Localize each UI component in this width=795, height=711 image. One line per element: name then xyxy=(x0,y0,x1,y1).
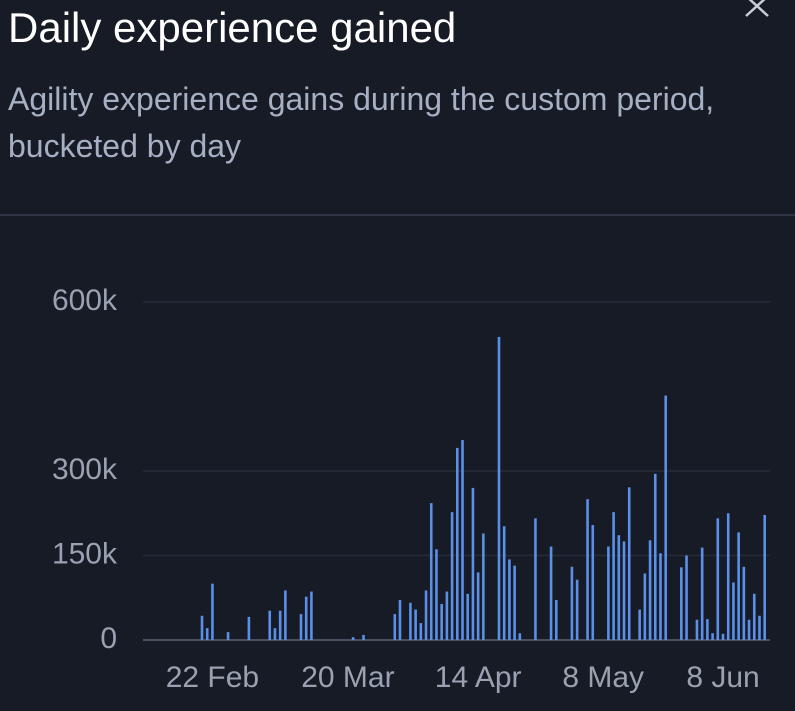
x-tick-label: 22 Feb xyxy=(166,661,259,694)
bar xyxy=(648,540,652,640)
bar xyxy=(711,633,714,640)
bar xyxy=(268,610,272,640)
bar xyxy=(284,590,287,640)
x-tick-label: 8 Jun xyxy=(686,661,759,694)
y-tick-label: 0 xyxy=(100,622,117,655)
bar xyxy=(205,628,209,640)
bar xyxy=(424,590,428,640)
bar xyxy=(534,518,537,640)
bar xyxy=(513,565,516,640)
bar xyxy=(273,628,277,640)
bar xyxy=(497,336,501,640)
bar xyxy=(575,579,579,640)
bar xyxy=(627,487,631,640)
bar xyxy=(638,609,641,640)
bar xyxy=(211,583,214,640)
subtitle: Agility experience gains during the cust… xyxy=(8,81,715,164)
bar xyxy=(653,473,657,640)
bar xyxy=(419,623,423,640)
bar xyxy=(737,532,740,640)
bar xyxy=(409,602,412,640)
bar xyxy=(247,616,251,640)
bar xyxy=(659,553,662,640)
bar xyxy=(747,619,751,640)
bar xyxy=(763,514,766,640)
bar xyxy=(716,518,720,640)
bar xyxy=(570,566,574,640)
close-button[interactable] xyxy=(740,0,776,24)
bar xyxy=(440,603,443,640)
bar xyxy=(643,573,647,640)
bar xyxy=(591,525,595,640)
bar xyxy=(607,546,610,640)
bar xyxy=(456,447,459,640)
bar xyxy=(502,526,506,640)
y-tick-label: 300k xyxy=(52,453,118,486)
bar xyxy=(706,619,709,640)
bar xyxy=(414,609,417,640)
bar xyxy=(445,591,449,640)
y-tick-label: 150k xyxy=(52,537,118,570)
bar xyxy=(482,533,485,640)
bar xyxy=(721,633,725,640)
bar xyxy=(685,555,688,640)
bar xyxy=(476,572,480,640)
bar xyxy=(695,619,699,640)
bar xyxy=(700,547,704,640)
bar xyxy=(362,634,365,640)
bar xyxy=(450,512,454,640)
bar xyxy=(310,591,313,640)
bar xyxy=(278,610,282,640)
bar xyxy=(612,512,615,640)
x-tick-label: 20 Mar xyxy=(301,661,394,694)
bar xyxy=(351,637,355,640)
bar xyxy=(664,395,667,640)
bar xyxy=(226,632,230,640)
bar xyxy=(752,593,756,640)
bar xyxy=(758,615,761,640)
x-tick-label: 8 May xyxy=(562,661,644,694)
bar xyxy=(549,546,553,640)
bar xyxy=(429,503,433,640)
bar xyxy=(732,582,735,640)
bar xyxy=(554,600,558,640)
bar xyxy=(461,440,464,640)
bar xyxy=(304,596,308,640)
bar xyxy=(471,487,475,640)
bar xyxy=(398,600,402,640)
bar xyxy=(680,567,683,640)
bar xyxy=(466,593,470,640)
bar xyxy=(200,615,204,640)
bar xyxy=(622,541,626,640)
bar xyxy=(586,499,589,640)
y-tick-label: 600k xyxy=(52,284,118,317)
bar xyxy=(393,614,397,640)
bar xyxy=(435,549,438,640)
bar xyxy=(518,633,522,640)
bar xyxy=(299,614,303,640)
title: Daily experience gained xyxy=(8,4,457,51)
separator xyxy=(0,214,795,216)
bar xyxy=(508,559,511,640)
bar xyxy=(617,535,621,640)
x-tick-label: 14 Apr xyxy=(435,661,522,694)
bar xyxy=(726,513,730,640)
bar xyxy=(742,566,746,640)
